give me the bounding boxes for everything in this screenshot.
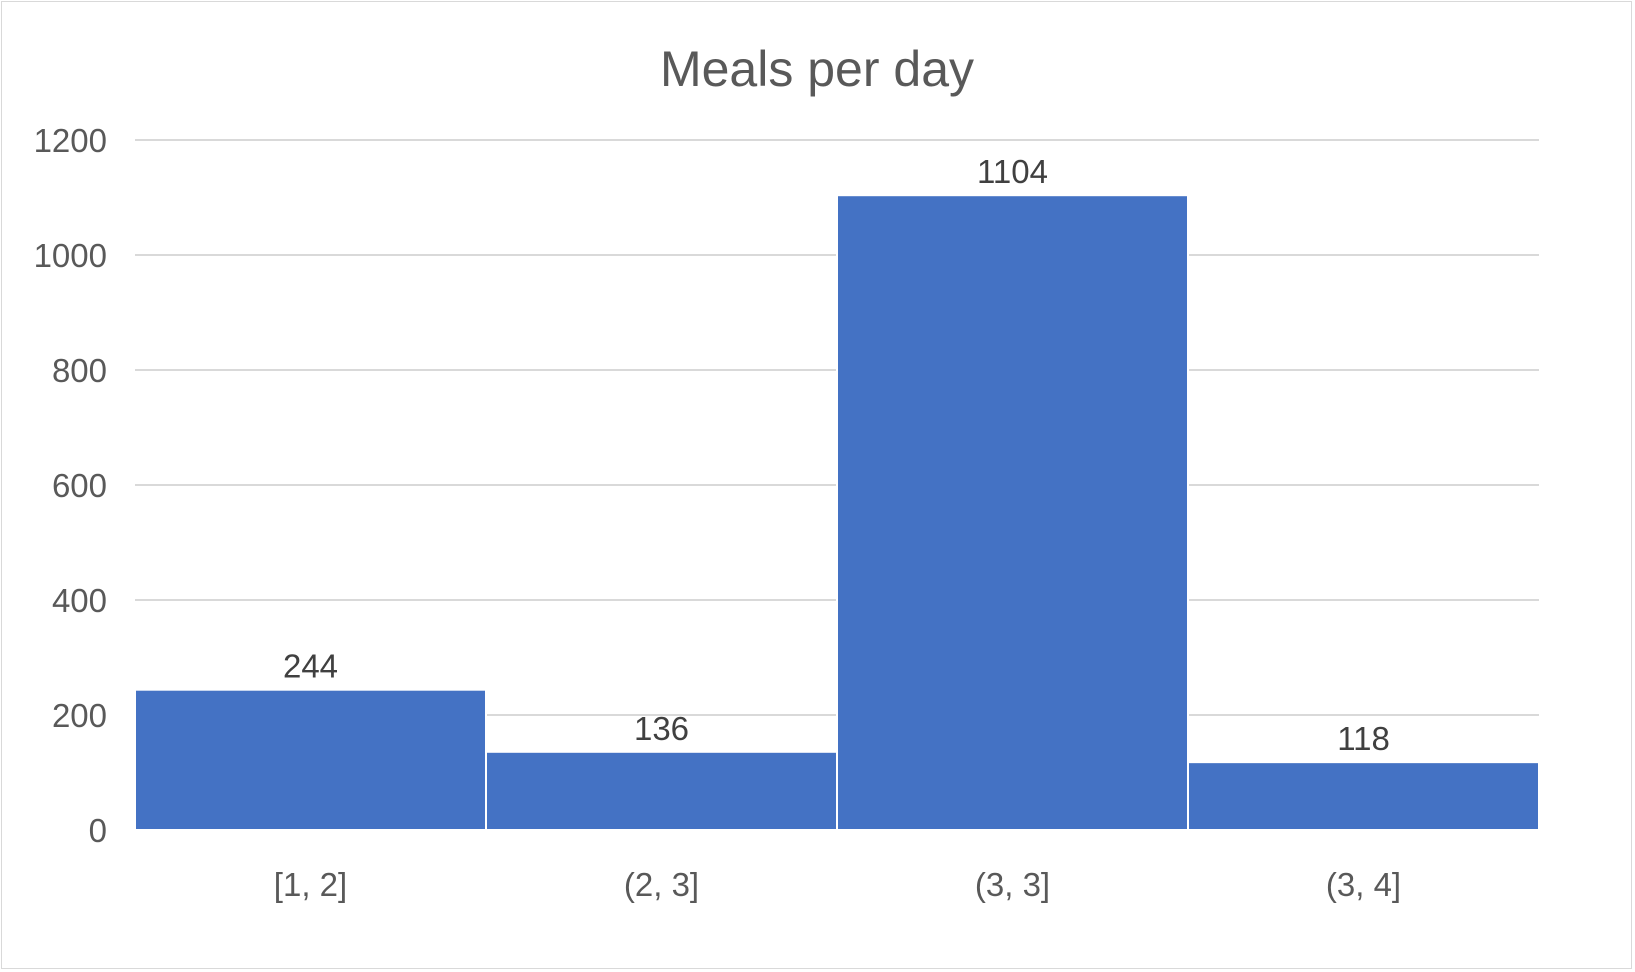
x-tick-label: (3, 4]: [1326, 866, 1401, 903]
y-tick-label: 800: [52, 352, 107, 389]
bar: [1187, 761, 1540, 832]
bar: [134, 688, 487, 832]
bar: [836, 194, 1189, 831]
data-label: 244: [283, 648, 338, 685]
data-label: 1104: [977, 153, 1048, 190]
x-tick-label: (3, 3]: [975, 866, 1050, 903]
y-tick-label: 1200: [34, 122, 107, 159]
x-tick-label: [1, 2]: [274, 866, 347, 903]
y-tick-label: 600: [52, 467, 107, 504]
y-axis-tick-labels: 0 200 400 600 800 1000 1200: [34, 122, 107, 849]
bars: [134, 194, 1540, 832]
x-axis-tick-labels: [1, 2] (2, 3] (3, 3] (3, 4]: [274, 866, 1401, 903]
y-tick-label: 1000: [34, 237, 107, 274]
data-label: 136: [634, 710, 689, 747]
x-tick-label: (2, 3]: [624, 866, 699, 903]
y-tick-label: 0: [89, 812, 107, 849]
y-tick-label: 200: [52, 697, 107, 734]
y-tick-label: 400: [52, 582, 107, 619]
chart-title: Meals per day: [660, 41, 974, 97]
data-label: 118: [1337, 720, 1390, 757]
bar: [485, 750, 838, 831]
data-labels: 244 136 1104 118: [283, 153, 1390, 757]
